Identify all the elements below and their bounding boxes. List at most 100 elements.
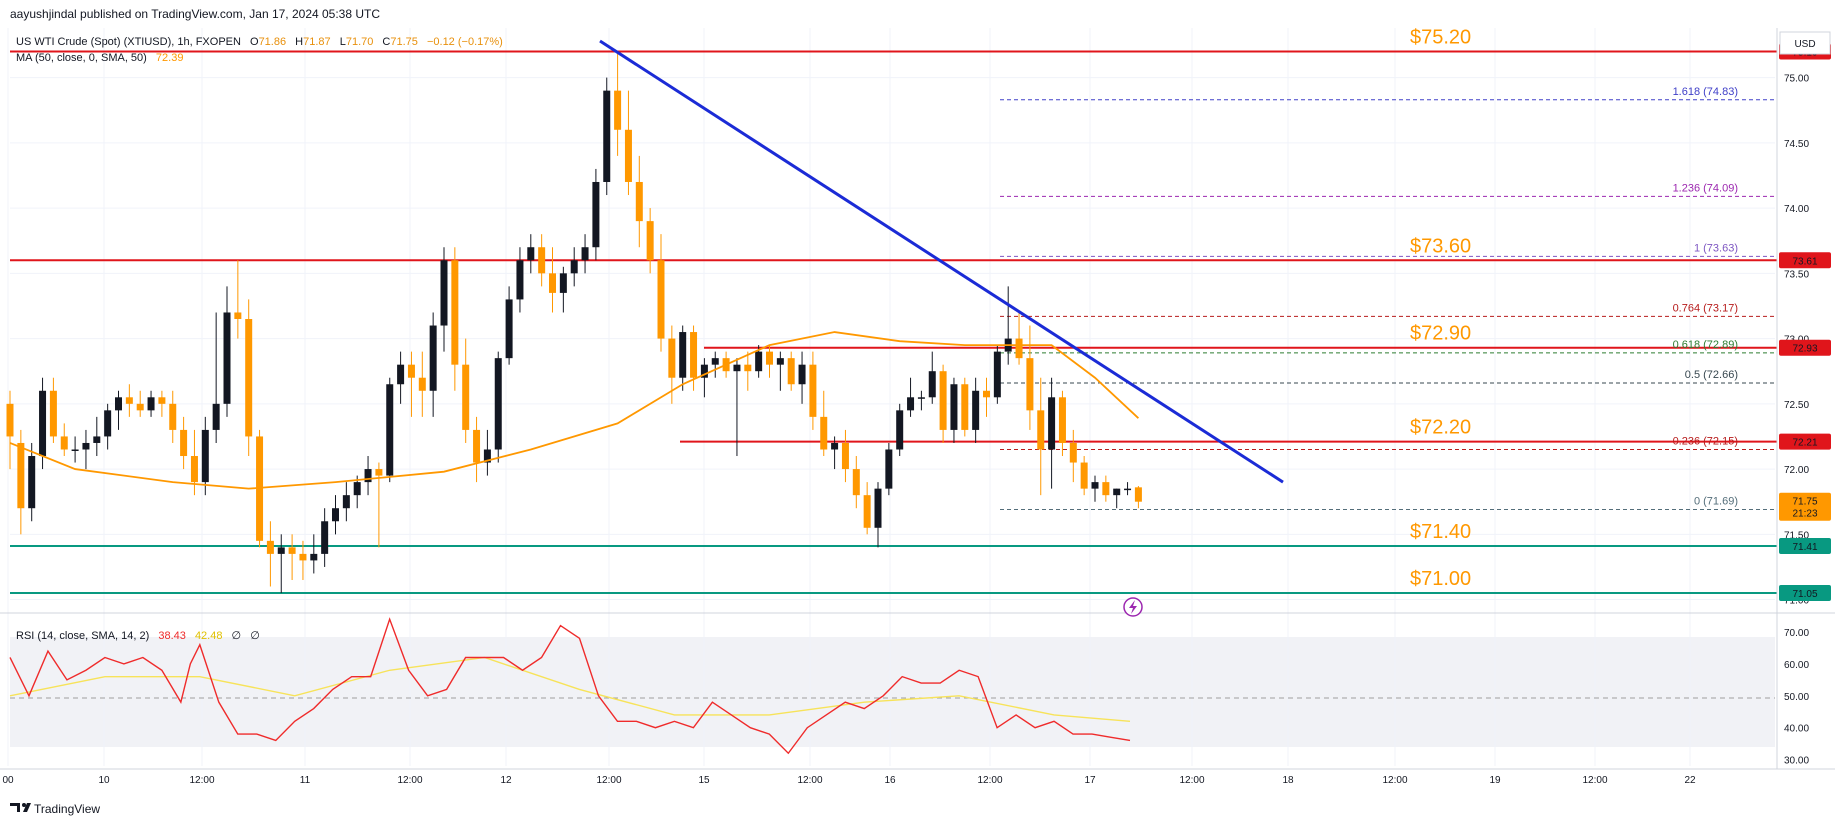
candle-body [614,90,622,130]
candle-body [125,397,133,404]
rsi-axis[interactable]: 70.00 60.00 50.00 40.00 30.00 [1784,628,1809,767]
candle-body [277,547,285,554]
rsi-legend-value: 38.43 [158,630,186,642]
candle-body [549,273,556,293]
candle-body [212,403,220,430]
candle-body [1058,397,1066,443]
candle-body [863,495,871,528]
candle-body [755,351,763,372]
fib-label: 0.764 (73.17) [1673,302,1738,314]
candle-body [646,221,654,261]
currency-box[interactable] [1779,31,1831,55]
main-pane [10,28,1775,610]
candle-body [245,319,253,437]
candle-body [169,403,177,430]
candle-body [993,351,1001,398]
time-tick-label: 18 [1282,775,1294,786]
candle-body [342,495,350,509]
time-tick-label: 12:00 [1179,775,1204,786]
ma50-line [9,331,1140,490]
trendline [599,39,1284,484]
candle-body [321,521,329,554]
rsi-ma-line [9,656,1131,723]
candle-body [418,377,426,391]
candle-body [983,390,990,398]
time-tick-label: 12:00 [397,775,422,786]
rsi-band [10,637,1775,747]
candle-body [668,338,676,378]
candle-body [353,482,361,496]
candle-body [744,364,752,372]
time-tick-label: 12:00 [189,775,214,786]
candle-body [39,390,47,457]
candle-body [885,449,893,489]
candle-body [711,358,719,365]
candle-body [798,364,806,385]
candle-body [223,312,231,404]
candle-body [310,553,318,561]
last-price-tag [1779,492,1831,521]
rsi-legend[interactable]: RSI (14, close, SMA, 14, 2) 38.43 42.48 … [16,630,260,642]
time-tick-label: 12:00 [596,775,621,786]
level-price-tag-text: 72.21 [1792,438,1817,449]
price-tick-label: 74.50 [1784,139,1809,150]
candle-body [581,247,589,261]
candle-body [115,397,122,411]
price-tick-label: 71.50 [1784,530,1809,541]
rsi-line [9,617,1131,755]
price-tick-label: 73.50 [1784,269,1809,280]
level-price-tag-text: 71.05 [1792,589,1817,600]
time-tick-label: 11 [300,775,311,786]
level-price-tag-text: 72.93 [1792,344,1817,355]
fib-label: 1 (73.63) [1694,242,1738,254]
candle-body [592,181,600,248]
publish-line: aayushjindal published on TradingView.co… [10,7,380,21]
time-tick-label: 12:00 [1582,775,1607,786]
candle-body [841,442,849,470]
candle-body [624,129,632,182]
ma-legend-row: MA (50, close, 0, SMA, 50) 72.39 [16,52,183,64]
candle-body [234,312,242,319]
rsi-tick-label: 60.00 [1784,660,1809,671]
level-price-tag [1779,252,1831,269]
tradingview-logo-icon [10,803,20,812]
candle-body [690,332,698,378]
candle-body [700,364,708,378]
candle-body [874,488,882,528]
lightning-icon[interactable] [1123,597,1143,617]
time-axis[interactable]: 00 10 12:00 11 12:00 12 12:00 15 12:00 16 12:00 17 1… [2,775,1696,786]
candle-body [28,456,36,509]
symbol-legend[interactable]: US WTI Crude (Spot) (XTIUSD), 1h, FXOPEN… [16,36,503,64]
candle-body [386,384,394,476]
candle-body [896,410,904,450]
rsi-legend-row: RSI (14, close, SMA, 14, 2) 38.43 42.48 … [16,630,260,642]
candle-body [104,410,112,437]
candle-body [158,397,166,404]
price-tick-label: 74.00 [1784,204,1809,215]
ma-legend-value: 72.39 [156,52,184,64]
candle-body [787,358,795,385]
candle-body [679,332,687,378]
level-price-tag [1779,585,1831,602]
time-tick-label: 16 [884,775,896,786]
high-label: H [295,36,303,48]
candle-body [961,384,969,430]
candle-body [505,299,513,359]
candle-body [136,403,144,411]
tradingview-logo[interactable]: TradingView [10,802,100,816]
price-tick-label: 72.50 [1784,400,1809,411]
candle-body [201,429,209,483]
candle-body [820,416,828,450]
level-price-tag [1779,433,1831,450]
time-tick-label: 12 [500,775,512,786]
candle-body [1069,442,1077,463]
price-tick-label: 71.00 [1784,596,1809,607]
candle-body [917,397,925,399]
rsi-tick-label: 50.00 [1784,692,1809,703]
candle-body [440,260,448,326]
candle-body [950,384,958,430]
fib-label: 1.618 (74.83) [1673,86,1738,98]
candle-body [375,469,383,476]
rsi-legend-label: RSI (14, close, SMA, 14, 2) [16,630,149,642]
